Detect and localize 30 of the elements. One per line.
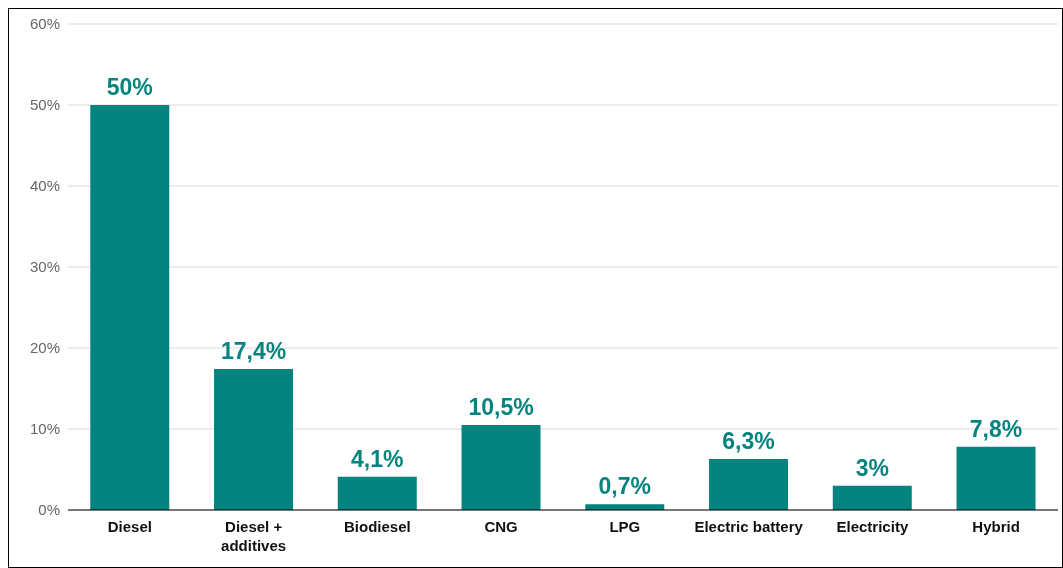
bar — [832, 485, 912, 510]
y-tick-label: 50% — [29, 96, 60, 114]
x-tick-label: LPG — [609, 518, 641, 535]
x-tick-label: Diesel + additives — [221, 518, 287, 554]
data-label: 0,7% — [598, 473, 651, 500]
x-tick-label: Electricity — [836, 518, 909, 535]
x-tick-label: Biodiesel — [344, 518, 411, 535]
x-tick-label: Hybrid — [972, 518, 1020, 535]
y-tick-label: 20% — [29, 339, 60, 357]
y-tick-label: 10% — [29, 420, 60, 438]
x-tick-label: Diesel — [107, 518, 152, 535]
bar — [709, 458, 789, 510]
data-label: 7,8% — [969, 415, 1023, 442]
data-label: 17,4% — [220, 338, 287, 365]
bar — [337, 476, 417, 510]
y-tick-label: 0% — [38, 501, 60, 519]
x-tick-label: Electric battery — [694, 518, 804, 535]
data-label: 10,5% — [468, 393, 534, 420]
data-label: 50% — [106, 74, 153, 100]
bar — [214, 369, 294, 510]
bar — [956, 446, 1036, 510]
x-tick-label: CNG — [484, 518, 518, 535]
data-label: 3% — [855, 454, 889, 481]
data-label: 6,3% — [722, 427, 775, 454]
y-tick-label: 30% — [29, 258, 60, 276]
y-tick-label: 40% — [29, 177, 60, 195]
bar — [90, 105, 170, 510]
data-label: 4,1% — [351, 445, 404, 472]
bar — [461, 424, 541, 510]
y-tick-label: 60% — [29, 15, 60, 33]
